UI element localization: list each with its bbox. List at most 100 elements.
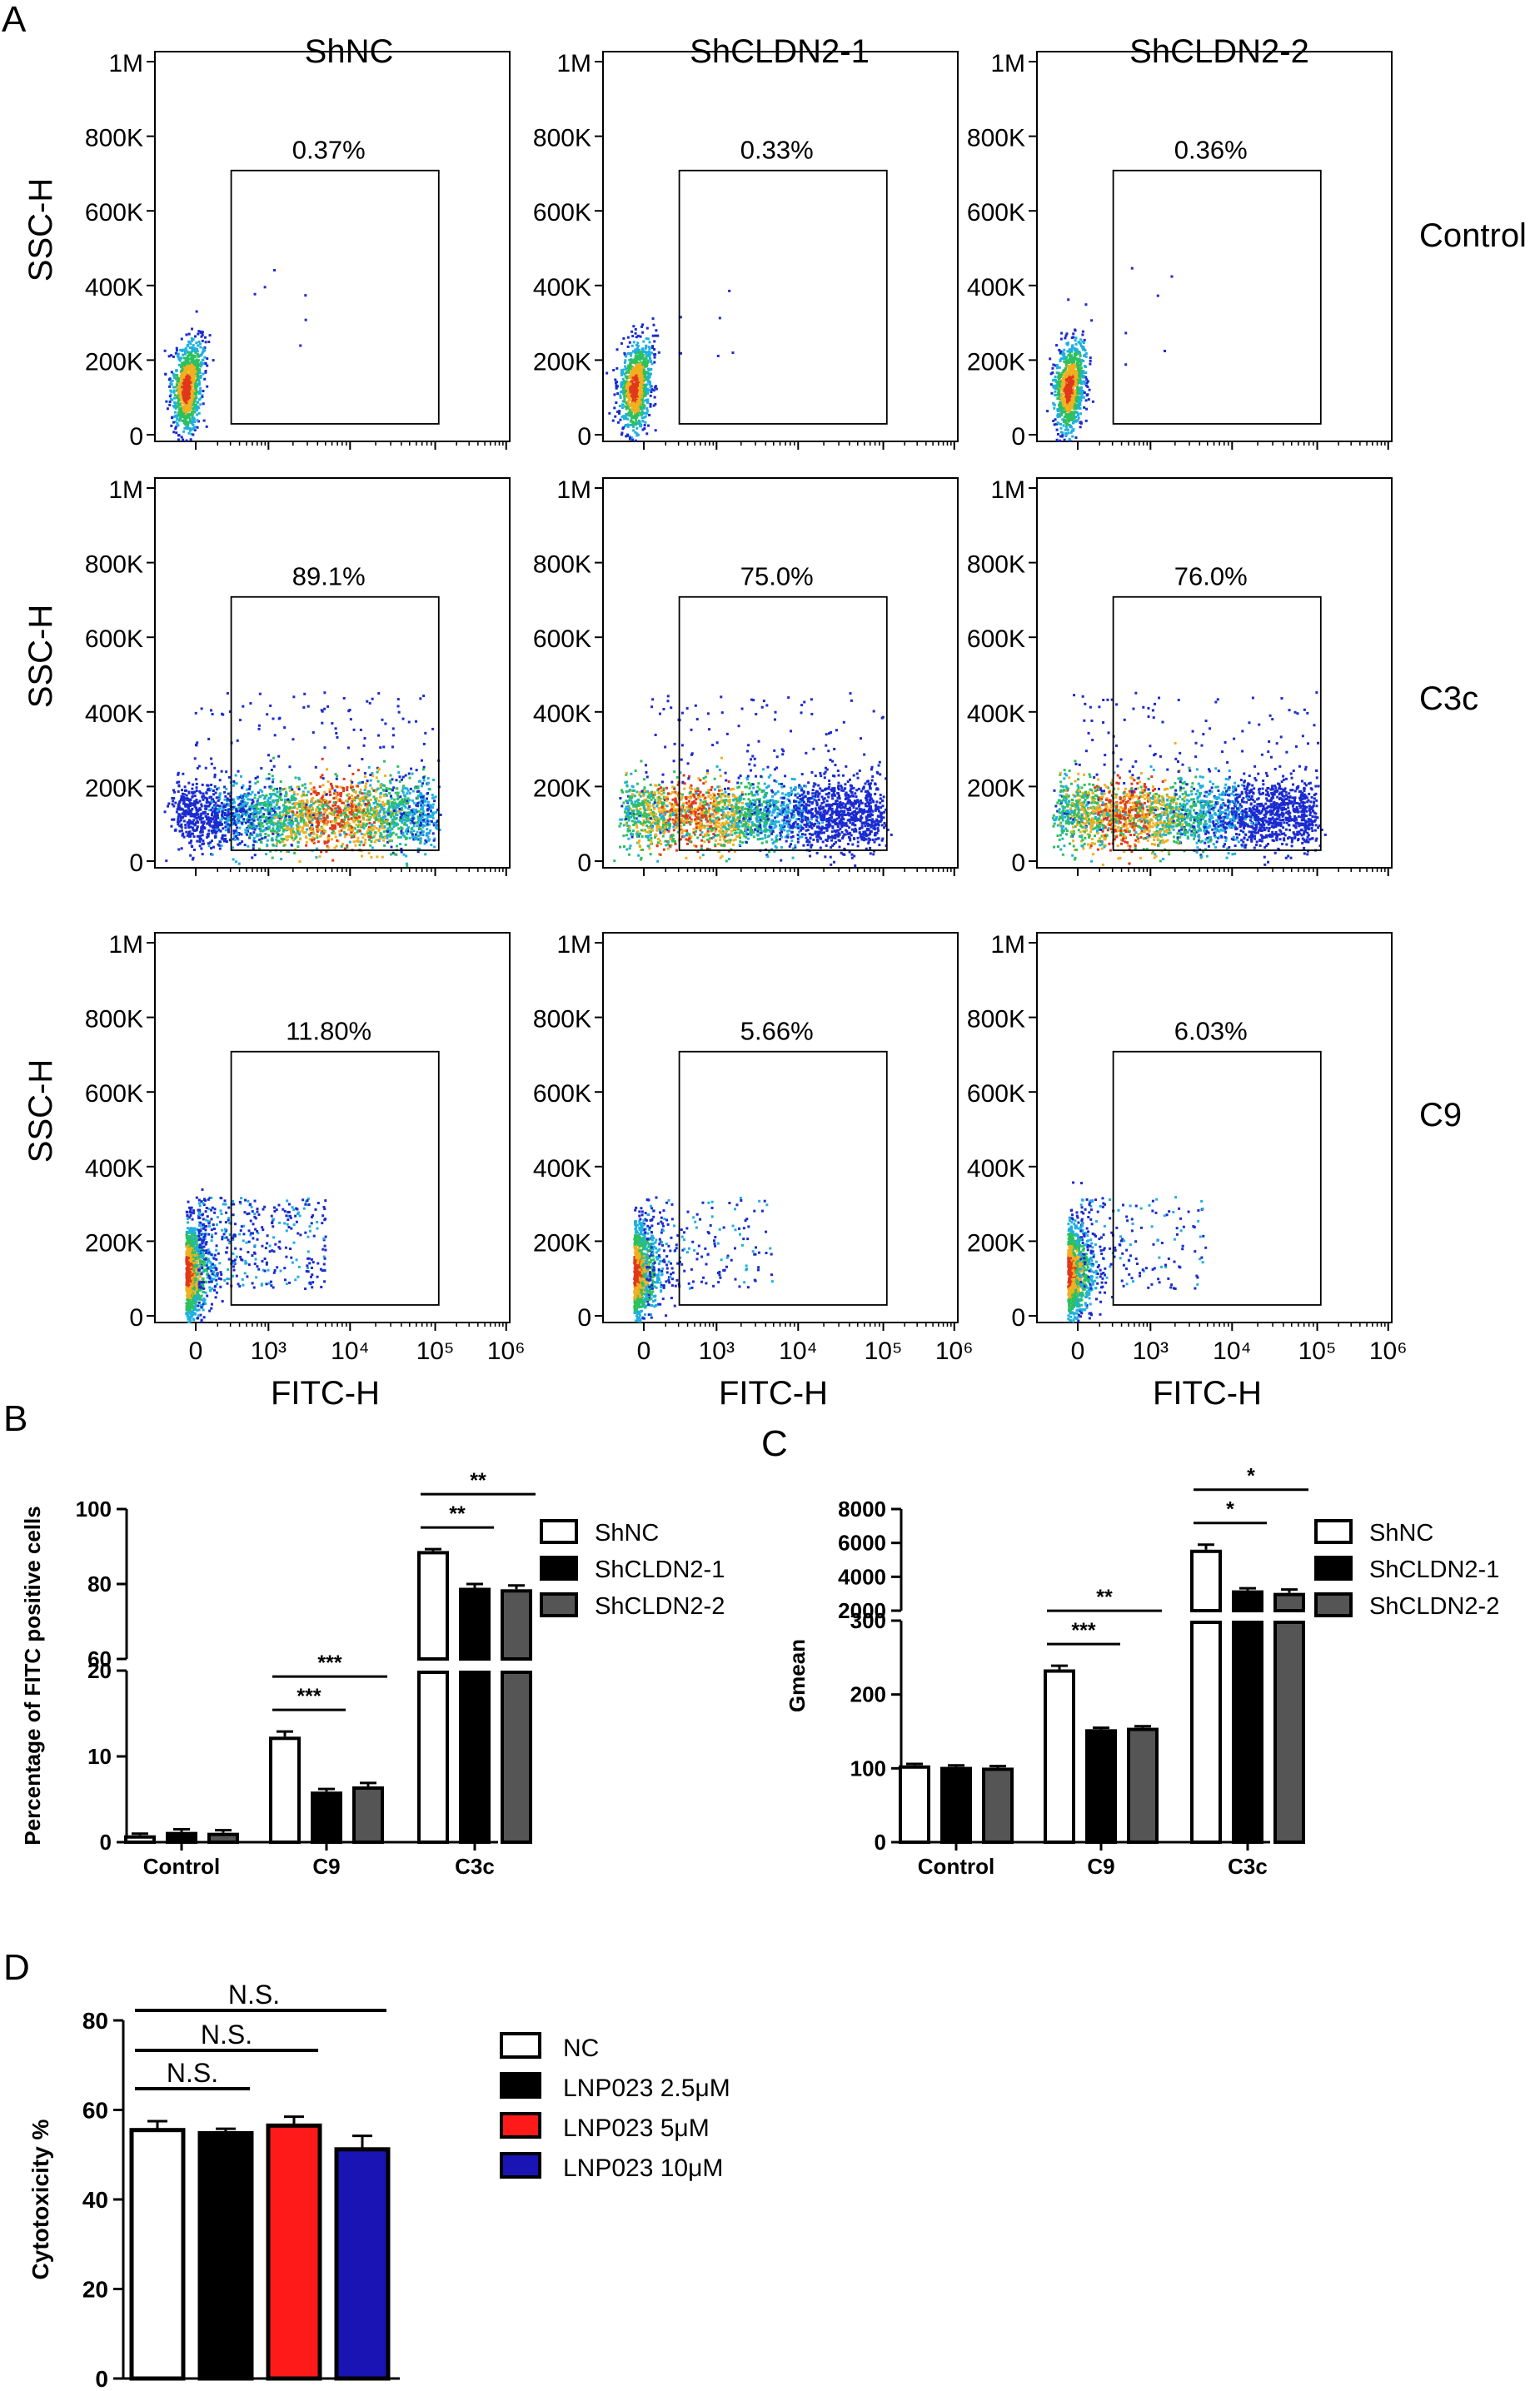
event-dot <box>335 822 338 825</box>
event-dot <box>1052 419 1055 422</box>
event-dot <box>628 435 631 438</box>
event-dot <box>318 812 321 815</box>
event-dot <box>1077 396 1080 400</box>
event-dot <box>198 844 202 848</box>
event-dot <box>187 375 191 378</box>
event-dot <box>270 829 273 833</box>
event-dot <box>240 775 243 778</box>
event-dot <box>1054 378 1057 381</box>
event-dot <box>225 787 228 790</box>
event-dot <box>653 347 656 351</box>
event-dot <box>225 839 228 843</box>
event-dot <box>421 801 424 804</box>
event-dot <box>620 373 623 376</box>
event-dot <box>244 828 247 831</box>
y-axis-label: SSC-H <box>22 605 59 708</box>
event-dot <box>338 829 341 833</box>
event-dot <box>182 401 185 405</box>
event-dot <box>645 383 648 386</box>
event-dot <box>181 419 184 422</box>
event-dot <box>1059 382 1063 386</box>
event-dot <box>393 821 396 824</box>
event-dot <box>1069 416 1072 419</box>
event-dot <box>1069 350 1072 353</box>
event-dot <box>234 823 237 826</box>
event-dot <box>1066 359 1069 362</box>
event-dot <box>627 364 630 367</box>
event-dot <box>620 383 623 386</box>
event-dot <box>277 820 280 824</box>
event-dot <box>298 838 302 841</box>
event-dot <box>345 799 348 803</box>
event-dot <box>184 352 187 356</box>
event-dot <box>636 351 640 355</box>
event-dot <box>253 854 257 857</box>
event-dot <box>1060 331 1064 335</box>
event-dot <box>190 812 193 815</box>
event-dot <box>364 838 367 841</box>
event-dot <box>187 799 191 803</box>
event-dot <box>183 351 187 354</box>
event-dot <box>633 407 636 411</box>
event-dot <box>646 337 650 341</box>
event-dot <box>1078 401 1081 405</box>
event-dot <box>251 799 254 802</box>
event-dot <box>630 374 634 377</box>
event-dot <box>202 811 205 814</box>
event-dot <box>1066 343 1069 346</box>
event-dot <box>308 838 311 841</box>
event-dot <box>322 829 326 832</box>
event-dot <box>642 362 645 366</box>
event-dot <box>635 384 638 387</box>
event-dot <box>611 419 615 422</box>
event-dot <box>401 802 404 805</box>
event-dot <box>271 837 274 840</box>
event-dot <box>198 836 202 839</box>
event-dot <box>625 383 629 386</box>
event-dot <box>176 373 179 376</box>
event-dot <box>187 332 191 336</box>
event-dot <box>1057 409 1060 412</box>
event-dot <box>641 420 645 423</box>
event-dot <box>1069 371 1073 375</box>
event-dot <box>174 377 177 381</box>
event-dot <box>188 351 192 354</box>
event-dot <box>199 808 202 811</box>
event-dot <box>199 396 202 400</box>
event-dot <box>642 379 645 382</box>
event-dot <box>381 824 384 827</box>
event-dot <box>183 365 187 368</box>
event-dot <box>1078 387 1081 391</box>
event-dot <box>375 776 378 780</box>
event-dot <box>346 789 349 792</box>
event-dot <box>1170 275 1174 278</box>
event-dot <box>247 798 250 801</box>
event-dot <box>644 361 647 365</box>
event-dot <box>296 814 299 818</box>
event-dot <box>398 803 401 806</box>
event-dot <box>421 799 424 803</box>
y-tick-label: 1M <box>990 50 1025 77</box>
y-tick-label: 200K <box>533 348 591 376</box>
event-dot <box>192 856 195 859</box>
event-dot <box>203 827 207 830</box>
event-dot <box>1059 431 1063 434</box>
event-cloud <box>163 691 442 867</box>
event-dot <box>206 817 209 820</box>
event-dot <box>638 353 641 356</box>
event-dot <box>642 389 645 392</box>
event-dot <box>627 367 630 371</box>
event-dot <box>321 774 324 777</box>
event-dot <box>288 819 292 822</box>
event-dot <box>267 827 271 830</box>
event-dot <box>311 819 314 822</box>
event-dot <box>206 813 209 816</box>
event-dot <box>1064 407 1068 411</box>
event-dot <box>246 828 249 831</box>
event-dot <box>417 826 421 829</box>
event-dot <box>190 413 193 416</box>
event-dot <box>298 825 302 829</box>
event-dot <box>326 780 330 784</box>
event-dot <box>268 800 272 804</box>
event-dot <box>1056 414 1059 417</box>
